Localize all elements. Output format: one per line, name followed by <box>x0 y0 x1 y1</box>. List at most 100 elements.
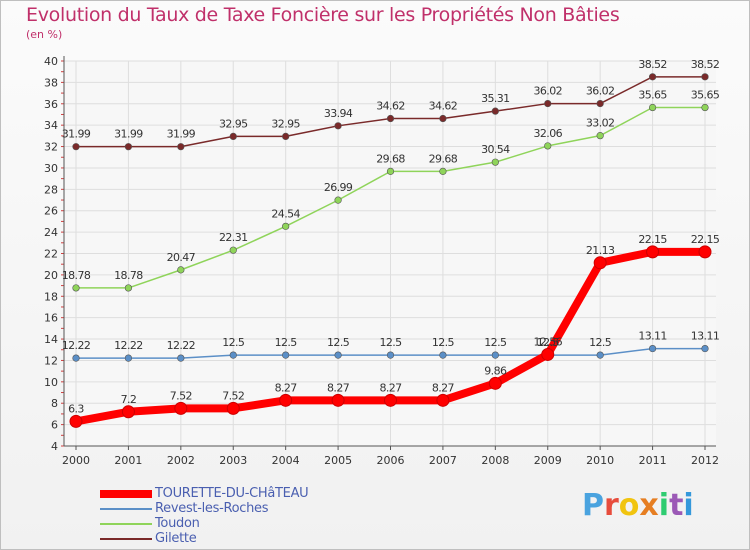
data-label-3: 33.94 <box>324 107 353 120</box>
data-point-0 <box>121 405 135 419</box>
data-point-1 <box>334 351 342 359</box>
data-label-2: 18.78 <box>114 269 143 282</box>
data-point-3 <box>124 143 133 151</box>
data-point-0 <box>541 347 555 361</box>
data-label-2: 18.78 <box>62 269 91 282</box>
data-point-0 <box>488 376 502 390</box>
data-point-1 <box>177 354 185 362</box>
data-point-3 <box>229 132 237 140</box>
data-label-2: 35.65 <box>691 89 720 102</box>
y-tick-label: 30 <box>44 162 58 175</box>
data-point-3 <box>72 143 80 151</box>
data-label-0: 8.27 <box>432 381 455 394</box>
data-point-1 <box>596 351 604 359</box>
data-point-2 <box>334 196 342 204</box>
data-point-3 <box>701 73 709 81</box>
data-point-1 <box>701 344 709 353</box>
y-tick-label: 12 <box>44 354 58 367</box>
y-tick-label: 18 <box>44 290 58 303</box>
data-label-1: 12.5 <box>484 336 507 349</box>
data-label-3: 32.95 <box>219 117 248 130</box>
data-label-3: 31.99 <box>167 128 196 141</box>
legend-label: Toudon <box>155 516 200 531</box>
data-label-2: 29.68 <box>376 152 405 165</box>
data-point-2 <box>596 132 604 140</box>
data-label-1: 12.5 <box>589 336 612 349</box>
legend-label: Revest-les-Roches <box>155 501 269 516</box>
data-label-2: 33.02 <box>586 117 615 130</box>
data-point-0 <box>384 393 397 407</box>
data-label-3: 38.52 <box>638 58 667 71</box>
data-label-1: 12.5 <box>327 336 350 349</box>
data-label-3: 36.02 <box>586 85 615 98</box>
data-label-0: 22.15 <box>691 233 720 246</box>
data-point-3 <box>334 122 342 130</box>
data-label-2: 35.65 <box>638 89 667 102</box>
y-tick-label: 20 <box>44 269 58 282</box>
data-label-1: 12.22 <box>62 339 91 352</box>
data-label-0: 7.2 <box>121 393 137 406</box>
legend-label: Gilette <box>155 531 197 546</box>
x-tick-label: 2005 <box>324 454 352 467</box>
data-point-3 <box>596 99 604 108</box>
data-label-2: 24.54 <box>271 207 300 220</box>
data-label-1: 12.5 <box>537 336 560 349</box>
x-tick-label: 2007 <box>429 454 457 467</box>
y-tick-label: 24 <box>44 226 58 239</box>
x-tick-label: 2001 <box>114 454 142 467</box>
x-tick-label: 2004 <box>272 454 300 467</box>
legend-item: Gilette <box>100 531 400 546</box>
data-point-1 <box>124 354 133 362</box>
data-point-1 <box>229 351 237 359</box>
data-point-1 <box>72 354 80 362</box>
x-tick-label: 2011 <box>639 454 667 467</box>
data-point-0 <box>69 414 83 428</box>
legend-item: Revest-les-Roches <box>100 501 400 516</box>
data-point-2 <box>386 167 395 175</box>
data-point-0 <box>698 245 712 259</box>
data-label-1: 12.22 <box>167 339 196 352</box>
y-tick-label: 6 <box>51 419 58 432</box>
data-point-1 <box>491 351 499 359</box>
data-point-3 <box>648 73 657 81</box>
proxiti-logo: Proxiti <box>582 488 694 523</box>
legend-swatch <box>100 538 152 540</box>
data-label-1: 13.11 <box>638 330 667 343</box>
data-label-0: 8.27 <box>327 381 350 394</box>
data-label-3: 34.62 <box>429 100 458 113</box>
y-tick-label: 34 <box>44 119 58 132</box>
legend-swatch <box>100 490 152 498</box>
x-tick-label: 2002 <box>167 454 195 467</box>
data-point-2 <box>229 246 237 254</box>
data-label-3: 34.62 <box>376 100 405 113</box>
y-tick-label: 8 <box>51 397 58 410</box>
y-tick-label: 10 <box>44 376 58 389</box>
data-label-2: 29.68 <box>429 152 458 165</box>
chart-subtitle: (en %) <box>26 28 63 41</box>
data-point-2 <box>177 266 185 274</box>
data-point-3 <box>282 132 290 140</box>
legend-swatch <box>100 523 152 525</box>
data-point-1 <box>386 351 395 359</box>
legend: TOURETTE-DU-CHâTEAU Revest-les-Roches Toud… <box>100 486 400 546</box>
chart-title: Evolution du Taux de Taxe Foncière sur l… <box>26 4 620 26</box>
x-tick-label: 2003 <box>219 454 247 467</box>
legend-item: Toudon <box>100 516 400 531</box>
data-label-0: 21.13 <box>586 244 615 257</box>
data-point-3 <box>491 107 499 115</box>
data-point-2 <box>72 284 80 292</box>
data-label-3: 38.52 <box>691 58 720 71</box>
data-label-3: 35.31 <box>481 92 510 105</box>
data-point-3 <box>177 143 185 151</box>
data-label-2: 32.06 <box>534 127 563 140</box>
y-tick-label: 28 <box>44 183 58 196</box>
legend-item: TOURETTE-DU-CHâTEAU <box>100 486 400 501</box>
x-tick-label: 2008 <box>481 454 509 467</box>
y-tick-label: 26 <box>44 205 58 218</box>
data-point-1 <box>282 351 290 359</box>
data-label-0: 7.52 <box>222 389 244 402</box>
data-label-0: 8.27 <box>379 381 402 394</box>
data-point-0 <box>226 401 240 415</box>
data-label-3: 31.99 <box>62 128 91 141</box>
